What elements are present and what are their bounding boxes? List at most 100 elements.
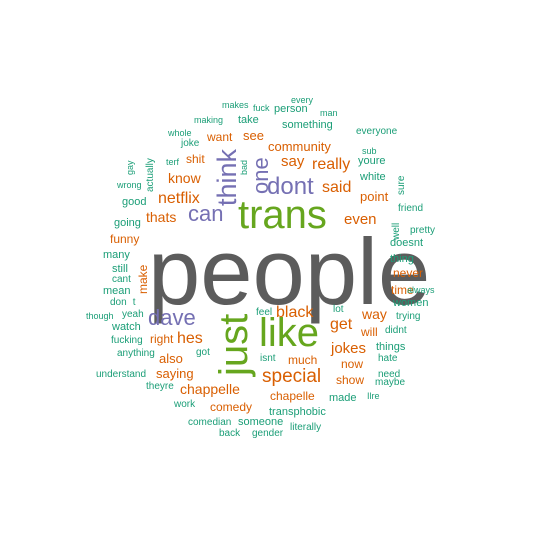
word-52: women [393,297,429,309]
word-62: dont [110,297,136,308]
word-58: many [103,249,130,261]
word-98: though [86,311,114,321]
word-10: netflix [158,190,200,207]
word-71: hate [378,353,398,364]
word-81: work [174,399,196,410]
word-32: much [288,353,318,367]
word-51: youre [358,155,386,167]
word-12: black [276,304,314,321]
word-92: makes [222,100,249,110]
word-83: understand [96,369,147,380]
word-37: show [336,373,365,387]
word-19: know [168,170,201,186]
word-96: sub [362,146,377,156]
word-90: wrong [117,180,142,190]
word-20: thats [146,209,177,225]
word-29: shit [186,152,205,166]
word-28: comedy [210,400,253,414]
word-54: still [112,263,128,275]
word-5: dont [267,173,314,200]
word-40: make [136,264,150,294]
word-38: will [361,325,378,339]
word-16: jokes [331,340,367,357]
word-68: yeah [122,309,144,320]
word-44: good [122,196,147,208]
word-82: back [219,428,241,439]
word-8: dave [148,305,196,330]
word-6: one [248,157,273,194]
word-48: someone [238,416,284,428]
word-99: always [407,285,435,295]
word-73: friend [398,203,424,214]
word-66: cant [112,274,131,285]
word-34: right [150,332,174,346]
word-35: time [391,283,414,297]
word-72: trying [396,311,421,322]
word-45: doesnt [390,237,424,249]
word-85: pretty [410,225,436,236]
word-26: also [159,351,183,366]
word-60: lot [333,304,344,315]
word-31: chapelle [270,389,315,403]
word-33: never [393,266,424,280]
word-49: transphobic [269,406,326,418]
word-94: every [291,95,314,105]
word-88: terf [166,157,180,167]
word-69: feel [256,307,273,318]
word-0: people [148,219,431,324]
word-1: trans [238,193,327,237]
word-18: say [281,153,305,170]
word-56: person [274,103,308,115]
word-21: chappelle [180,381,240,397]
word-63: joke [181,138,200,149]
word-23: point [360,189,389,204]
word-47: watch [112,321,141,333]
word-76: comedian [188,417,232,428]
word-2: like [259,311,320,355]
word-97: bad [239,159,249,175]
word-7: can [188,201,224,226]
word-4: think [212,148,242,206]
word-53: going [114,217,141,229]
word-61: got [196,347,210,358]
word-80: theyre [146,381,174,392]
word-9: special [262,366,322,387]
word-36: now [341,357,364,371]
word-43: white [360,171,386,183]
word-74: everyone [356,126,398,137]
word-78: anything [117,348,155,359]
word-42: something [282,119,333,131]
word-65: well [391,222,402,240]
word-87: whole [168,128,192,138]
word-59: isnt [260,353,276,364]
word-57: take [238,114,259,126]
word-22: way [362,306,387,322]
word-17: even [344,211,377,228]
word-95: man [320,108,338,118]
word-24: community [268,139,331,154]
word-41: made [329,392,357,404]
word-50: things [376,341,406,353]
word-77: gender [252,428,284,439]
word-86: sure [396,175,407,195]
word-25: saying [156,366,194,381]
word-75: literally [290,422,322,433]
word-64: didnt [385,325,407,336]
word-30: want [207,130,233,144]
word-55: mean [103,285,131,297]
word-70: need [378,369,401,380]
word-14: really [312,156,351,173]
word-13: get [330,316,353,333]
word-93: fuck [253,103,270,113]
word-84: maybe [375,377,406,388]
word-91: making [194,115,224,125]
word-39: funny [110,232,140,246]
word-27: see [243,128,264,143]
word-3: just [212,313,256,376]
word-67: actually [145,158,156,192]
word-79: fucking [111,335,143,346]
word-89: gay [125,160,135,175]
word-15: hes [177,330,203,347]
word-46: thing [390,253,414,265]
